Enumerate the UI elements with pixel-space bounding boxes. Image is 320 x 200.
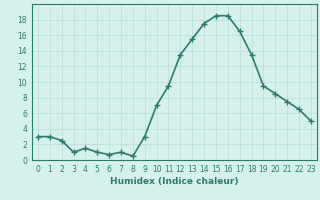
X-axis label: Humidex (Indice chaleur): Humidex (Indice chaleur) [110, 177, 239, 186]
